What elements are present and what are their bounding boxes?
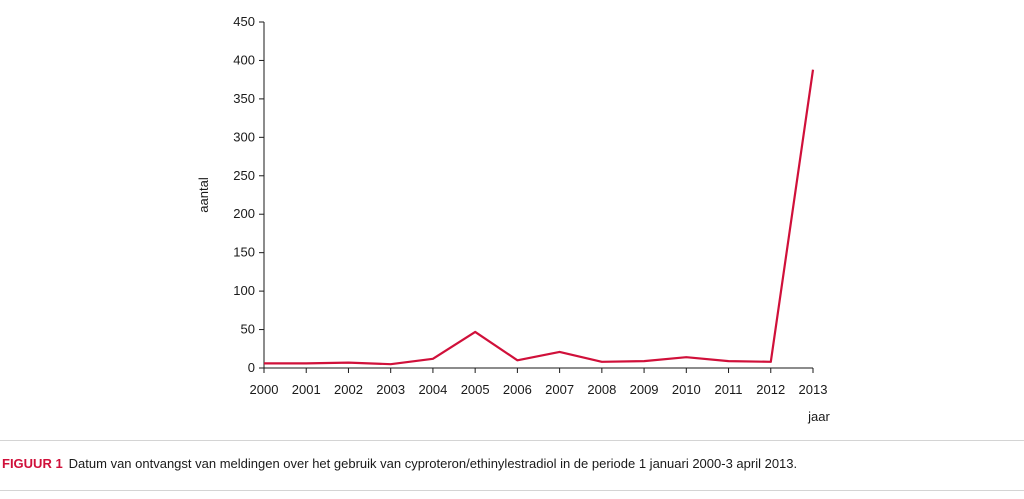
figure-label: FIGUUR 1 xyxy=(2,456,63,471)
x-tick-label: 2003 xyxy=(376,382,405,397)
figure-caption: FIGUUR 1 Datum van ontvangst van meldinge… xyxy=(2,456,797,471)
x-tick-label: 2010 xyxy=(672,382,701,397)
x-tick-label: 2004 xyxy=(418,382,447,397)
figure-caption-text: Datum van ontvangst van meldingen over h… xyxy=(68,456,798,471)
x-tick-label: 2012 xyxy=(756,382,785,397)
y-tick-label: 0 xyxy=(248,360,255,375)
x-axis-title: jaar xyxy=(807,409,830,424)
series-line xyxy=(264,69,815,366)
y-tick-label: 50 xyxy=(241,322,255,337)
x-tick-label: 2001 xyxy=(292,382,321,397)
y-tick-label: 200 xyxy=(233,206,255,221)
y-tick-label: 150 xyxy=(233,245,255,260)
y-tick-label: 100 xyxy=(233,283,255,298)
x-tick-label: 2002 xyxy=(334,382,363,397)
caption-bottom-rule xyxy=(0,490,1024,491)
chart-axes: 0 50 100 150 200 250 300 350 400 450 2000 2001 2002 2… xyxy=(196,14,831,424)
x-tick-label: 2011 xyxy=(715,382,743,397)
x-tick-label: 2005 xyxy=(461,382,490,397)
x-tick-label: 2007 xyxy=(545,382,574,397)
caption-top-rule xyxy=(0,440,1024,441)
y-axis-title: aantal xyxy=(196,177,211,213)
x-tick-label: 2008 xyxy=(587,382,616,397)
x-tick-label: 2009 xyxy=(630,382,659,397)
x-tick-label: 2000 xyxy=(250,382,279,397)
line-chart: 0 50 100 150 200 250 300 350 400 450 2000 2001 2002 2… xyxy=(196,14,831,424)
y-tick-label: 400 xyxy=(233,52,255,67)
y-tick-label: 300 xyxy=(233,129,255,144)
y-tick-label: 450 xyxy=(233,14,255,29)
y-tick-label: 250 xyxy=(233,168,255,183)
x-tick-label: 2006 xyxy=(503,382,532,397)
x-tick-label: 2013 xyxy=(799,382,828,397)
chart-series xyxy=(263,69,815,366)
y-tick-label: 350 xyxy=(233,91,255,106)
